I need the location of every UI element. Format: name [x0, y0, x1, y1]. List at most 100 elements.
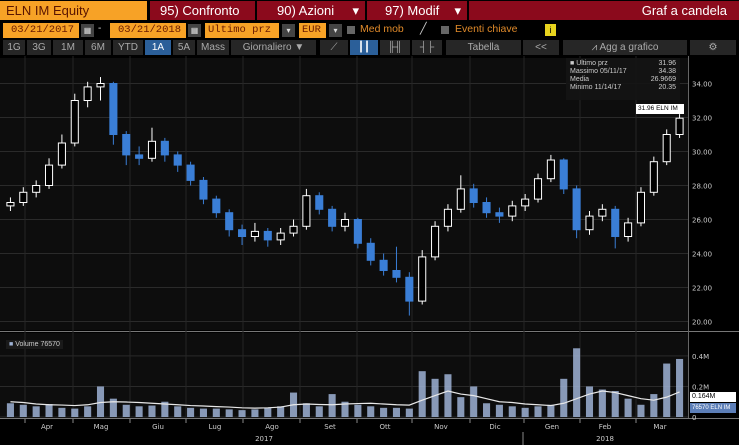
- legend-high-label: Massimo 05/11/17: [570, 68, 627, 75]
- volume-bar: [45, 404, 53, 417]
- range-5a[interactable]: 5A: [173, 40, 195, 55]
- candle-body: [250, 230, 259, 237]
- year-label: 2017: [255, 435, 273, 443]
- range-1m[interactable]: 1M: [53, 40, 83, 55]
- volume-swatch-icon: ■: [9, 341, 14, 348]
- candle-body: [199, 179, 208, 200]
- volume-bar: [354, 404, 362, 417]
- moving-avg-checkbox[interactable]: [347, 26, 355, 34]
- currency-select[interactable]: EUR: [299, 23, 326, 38]
- range-ytd[interactable]: YTD: [113, 40, 143, 55]
- y-tick-label: 20.00: [692, 319, 712, 327]
- range-1g[interactable]: 1G: [3, 40, 25, 55]
- key-events-checkbox[interactable]: [441, 26, 449, 34]
- y-tick-label: 26.00: [692, 217, 712, 225]
- volume-bar: [380, 407, 388, 417]
- candle-body: [340, 219, 350, 227]
- security-input[interactable]: ELN IM Equity: [0, 1, 147, 20]
- volume-bar: [650, 394, 658, 417]
- candle-body: [611, 208, 620, 238]
- end-date-field[interactable]: 03/21/2018: [110, 23, 186, 38]
- volume-bar: [174, 406, 182, 417]
- candle-body: [57, 142, 66, 166]
- candle-body: [6, 202, 15, 207]
- candle-body: [469, 188, 478, 203]
- month-label: Ott: [380, 423, 391, 431]
- candle-body: [32, 185, 41, 193]
- volume-legend: ■ Volume 76570: [6, 340, 63, 349]
- volume-bar: [534, 406, 542, 417]
- volume-bar: [444, 374, 452, 417]
- field-select[interactable]: Ultimo prz: [205, 23, 279, 38]
- volume-bar: [405, 408, 413, 417]
- candle-body: [572, 188, 581, 231]
- candle-body: [302, 195, 311, 227]
- candle-body: [379, 259, 388, 272]
- candle-body: [135, 154, 144, 159]
- candle-body: [109, 83, 118, 135]
- period-select[interactable]: Giornaliero ▼: [231, 40, 316, 55]
- legend-avg-value: 26.9669: [650, 76, 676, 83]
- volume-ma-line: [10, 390, 680, 409]
- volume-bar: [637, 404, 645, 417]
- info-icon[interactable]: i: [545, 24, 556, 36]
- line-chart-icon[interactable]: ⟋: [320, 40, 348, 55]
- candle-chart-icon[interactable]: ┃┃: [350, 40, 378, 55]
- volume-bar: [560, 378, 568, 417]
- volume-bar: [238, 410, 246, 417]
- add-chart-icon: ⩘: [591, 42, 600, 53]
- month-label: Feb: [599, 423, 612, 431]
- volume-bar: [264, 407, 272, 417]
- month-label: Gen: [545, 423, 559, 431]
- candle-body: [624, 222, 633, 237]
- compare-button[interactable]: 95) Confronto: [150, 1, 255, 20]
- volume-bar: [611, 391, 619, 417]
- candle-body: [649, 161, 658, 193]
- month-label: Mar: [653, 423, 666, 431]
- volume-bar: [84, 406, 92, 417]
- y-tick-label: 32.00: [692, 115, 712, 123]
- settings-button[interactable]: ⚙: [690, 40, 736, 55]
- volume-bar: [431, 378, 439, 417]
- candle-body: [521, 198, 530, 207]
- volume-bar: [96, 386, 105, 417]
- volume-bar: [663, 363, 671, 417]
- add-to-chart-button[interactable]: ⩘ Agg a grafico: [563, 40, 687, 55]
- ohlc-chart-icon[interactable]: ┤├: [412, 40, 442, 55]
- range-max[interactable]: Mass: [197, 40, 229, 55]
- calendar-icon[interactable]: ▦: [188, 24, 201, 37]
- volume-bar: [521, 407, 529, 417]
- candle-body: [173, 154, 182, 166]
- range-1a[interactable]: 1A: [145, 40, 171, 55]
- collapse-button[interactable]: <<: [523, 40, 559, 55]
- month-label: Mag: [94, 423, 109, 431]
- legend-last-label: ■ Ultimo prz: [570, 60, 608, 67]
- y-tick-label: 28.00: [692, 183, 712, 191]
- volume-bar: [367, 406, 375, 417]
- chevron-down-icon[interactable]: ▾: [282, 24, 295, 37]
- candle-body: [662, 134, 671, 163]
- candle-body: [160, 140, 169, 156]
- chevron-down-icon: ▾: [352, 3, 359, 18]
- range-6m[interactable]: 6M: [85, 40, 111, 55]
- range-3g[interactable]: 3G: [27, 40, 51, 55]
- start-date-field[interactable]: 03/21/2017: [3, 23, 79, 38]
- volume-bar: [315, 406, 323, 417]
- month-label: Dic: [489, 423, 500, 431]
- candle-body: [353, 219, 362, 244]
- candle-body: [225, 212, 234, 231]
- volume-bar: [135, 406, 143, 417]
- last-price-tag: 31.96 ELN IM: [636, 104, 684, 114]
- edit-menu[interactable]: 97) Modif ▾: [367, 1, 467, 20]
- pencil-icon[interactable]: ╱: [420, 23, 427, 35]
- volume-bar: [418, 371, 426, 417]
- chevron-down-icon[interactable]: ▾: [329, 24, 342, 37]
- candle-body: [96, 83, 105, 88]
- volume-bar: [251, 409, 259, 417]
- actions-menu[interactable]: 90) Azioni ▾: [257, 1, 365, 20]
- legend-low-value: 20.35: [658, 84, 676, 91]
- bar-chart-icon[interactable]: ╟╢: [380, 40, 410, 55]
- table-button[interactable]: Tabella: [446, 40, 521, 55]
- volume-tick-label: 0.4M: [692, 353, 709, 361]
- calendar-icon[interactable]: ▦: [81, 24, 94, 37]
